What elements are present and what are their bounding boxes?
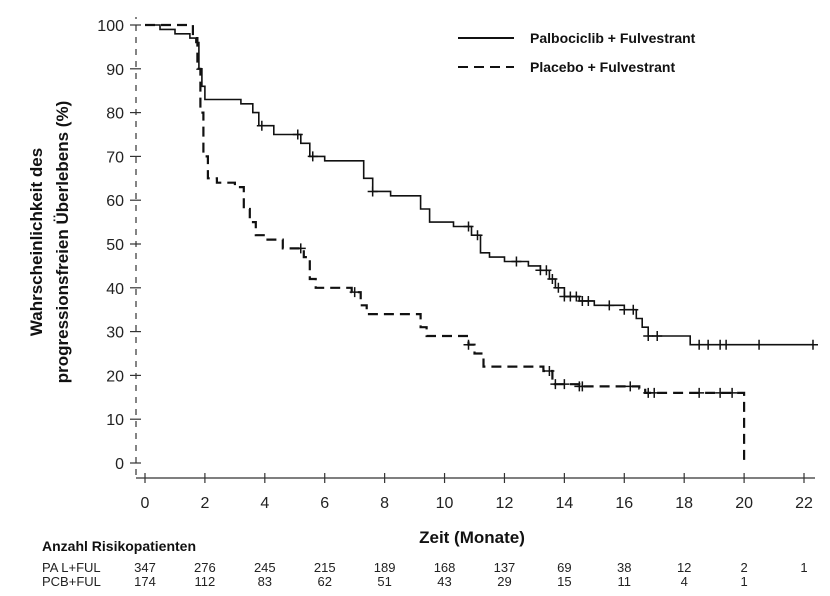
risk-cell: 1: [800, 560, 807, 575]
risk-cell: 43: [437, 574, 451, 589]
risk-cell: 69: [557, 560, 571, 575]
risk-cell: 215: [314, 560, 336, 575]
censor-mark-1: [553, 282, 564, 293]
y-tick-label: 60: [106, 193, 124, 210]
censor-mark-2: [544, 366, 555, 377]
y-tick-label: 70: [106, 149, 124, 166]
y-tick-label: 40: [106, 281, 124, 298]
x-tick-label: 22: [795, 495, 813, 512]
x-tick-label: 18: [675, 495, 693, 512]
y-tick-label: 50: [106, 237, 124, 254]
y-tick-label: 10: [106, 412, 124, 429]
series-line-2: [145, 23, 746, 463]
risk-cell: 12: [677, 560, 691, 575]
risk-table-title: Anzahl Risikopatienten: [42, 538, 196, 554]
risk-cell: 11: [618, 574, 632, 589]
censor-mark-2: [463, 339, 474, 350]
censor-mark-1: [307, 151, 318, 162]
censor-mark-1: [721, 339, 732, 350]
censor-mark-1: [367, 186, 378, 197]
risk-cell: 51: [377, 574, 391, 589]
censor-mark-1: [541, 265, 552, 276]
risk-cell: 15: [557, 574, 571, 589]
censor-mark-1: [463, 221, 474, 232]
censor-mark-1: [292, 129, 303, 140]
risk-cell: 1: [740, 574, 747, 589]
y-tick-label: 0: [115, 456, 124, 473]
risk-cell: 83: [258, 574, 272, 589]
censor-mark-1: [694, 339, 705, 350]
censor-mark-2: [349, 287, 360, 298]
risk-cell: 29: [497, 574, 511, 589]
x-axis-title: Zeit (Monate): [419, 528, 525, 547]
censor-mark-1: [643, 330, 654, 341]
censor-mark-1: [256, 120, 267, 131]
x-tick-label: 14: [555, 495, 573, 512]
risk-cell: 62: [317, 574, 331, 589]
chart-axes: 0 10 20 30 40 50 60 70 80 90 100 0 2 4 6 8 10 12 14 16 18 20 2…: [97, 17, 815, 512]
censor-mark-1: [807, 339, 818, 350]
risk-cell: 245: [254, 560, 276, 575]
x-tick-label: 16: [615, 495, 633, 512]
legend: Palbociclib + Fulvestrant Placebo + Fulve…: [458, 30, 696, 75]
censor-mark-2: [649, 387, 660, 398]
y-axis-title-line1: Wahrscheinlichkeit des: [27, 148, 46, 336]
censor-mark-1: [604, 300, 615, 311]
x-tick-label: 20: [735, 495, 753, 512]
y-tick-label: 80: [106, 106, 124, 123]
y-tick-label: 20: [106, 368, 124, 385]
risk-cell: 137: [494, 560, 516, 575]
censor-mark-2: [295, 243, 306, 254]
x-tick-label: 12: [496, 495, 514, 512]
y-tick-label: 90: [106, 62, 124, 79]
censor-mark-1: [472, 230, 483, 241]
x-tick-label: 10: [436, 495, 454, 512]
censor-mark-1: [754, 339, 765, 350]
risk-cell: 189: [374, 560, 396, 575]
risk-cell: 276: [194, 560, 216, 575]
censor-mark-1: [703, 339, 714, 350]
censor-mark-2: [559, 379, 570, 390]
y-tick-label: 30: [106, 325, 124, 342]
x-tick-label: 0: [141, 495, 150, 512]
risk-cell: 112: [195, 574, 216, 589]
censor-mark-1: [547, 274, 558, 285]
x-tick-label: 6: [320, 495, 329, 512]
y-axis-title-line2: progressionsfreien Überlebens (%): [53, 101, 72, 383]
risk-cell: 168: [434, 560, 456, 575]
series-line-1: [145, 24, 813, 346]
risk-cell: 2: [740, 560, 747, 575]
legend-label-2: Placebo + Fulvestrant: [530, 59, 675, 75]
censor-mark-1: [571, 291, 582, 302]
censor-mark-1: [619, 304, 630, 315]
x-tick-label: 8: [380, 495, 389, 512]
risk-row-label: PA L+FUL: [42, 560, 101, 575]
x-tick-label: 4: [260, 495, 269, 512]
censor-mark-2: [715, 387, 726, 398]
risk-row-label: PCB+FUL: [42, 574, 101, 589]
censor-mark-2: [550, 379, 561, 390]
censor-mark-1: [511, 256, 522, 267]
censor-mark-2: [694, 387, 705, 398]
censor-mark-2: [625, 381, 636, 392]
censor-mark-2: [727, 387, 738, 398]
risk-cell: 38: [617, 560, 631, 575]
x-tick-label: 2: [200, 495, 209, 512]
risk-cell: 347: [134, 560, 156, 575]
legend-label-1: Palbociclib + Fulvestrant: [530, 30, 696, 46]
plot-area: [145, 23, 818, 463]
censor-mark-1: [652, 330, 663, 341]
censor-mark-1: [628, 304, 639, 315]
censor-mark-2: [577, 381, 588, 392]
risk-cell: 4: [681, 574, 688, 589]
risk-table: Anzahl Risikopatienten PA L+FUL 347 276 245 2…: [42, 538, 808, 589]
risk-cell: 174: [134, 574, 156, 589]
censor-mark-1: [583, 295, 594, 306]
y-tick-label: 100: [97, 18, 124, 35]
